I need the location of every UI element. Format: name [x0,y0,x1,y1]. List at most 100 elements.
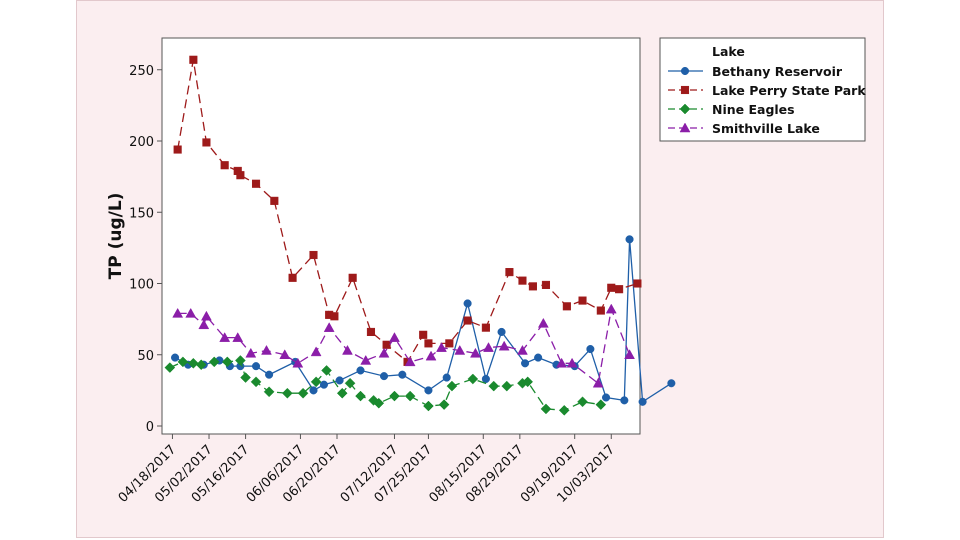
data-point [404,390,416,402]
data-point [423,400,434,412]
data-point [309,386,318,395]
data-point [442,373,451,382]
y-tick-label: 250 [129,64,154,79]
data-point [310,346,322,357]
data-point [470,347,481,358]
data-point [279,349,291,359]
data-point [323,322,335,332]
data-point [633,279,642,288]
data-point [534,353,543,362]
data-point [310,376,322,388]
data-point [251,362,261,371]
data-point [620,396,629,405]
x-axis: 04/18/201705/02/201705/16/201706/06/2017… [116,434,618,506]
data-point [578,296,587,305]
data-point [522,376,534,388]
y-tick-label: 200 [129,135,154,150]
data-point [501,380,513,392]
data-point [378,347,390,358]
data-point [195,359,207,371]
data-point [177,356,189,368]
data-point [556,357,568,368]
data-point [265,370,274,379]
y-tick-label: 100 [129,278,154,293]
data-point [481,374,490,384]
data-point [356,366,365,375]
data-point [615,285,624,294]
data-point [245,347,257,358]
data-point [483,342,494,352]
y-tick-label: 0 [146,420,154,435]
y-tick-label: 50 [137,349,154,364]
data-point [425,350,437,361]
data-point [200,310,212,321]
data-point [221,356,233,368]
data-point [488,380,500,392]
data-point [517,344,528,355]
data-point [219,332,231,342]
legend-label: Smithville Lake [712,121,820,136]
data-point [171,353,180,362]
data-point [198,319,210,330]
data-point [389,390,400,402]
data-point [592,377,604,388]
data-point [336,387,348,399]
data-point [481,323,490,332]
legend-label: Lake Perry State Park [712,83,866,98]
data-point [419,330,428,339]
data-point [518,276,527,285]
data-point [595,399,607,410]
data-point [382,340,391,349]
data-point [270,196,279,205]
data-point [505,268,514,277]
data-point [164,362,176,373]
data-point [330,312,339,321]
data-point [220,161,229,170]
data-point [566,357,578,368]
data-point [558,404,570,416]
data-point [601,393,611,402]
data-point [292,357,304,368]
data-point [562,302,571,311]
data-point [667,379,676,388]
data-point [521,359,530,368]
data-point [360,354,372,365]
data-point [309,250,318,260]
data-point [577,396,588,408]
y-tick-label: 150 [129,206,154,221]
series-layer [164,55,676,416]
legend: Lake Bethany Reservoir Lake Perry State P… [659,37,866,142]
data-point [185,307,197,318]
data-point [624,349,635,359]
data-point [607,283,616,292]
data-point [596,306,605,315]
legend-marker [679,103,691,115]
data-point [389,332,400,342]
data-point [189,55,198,64]
data-point [187,357,199,369]
data-point [321,365,332,376]
data-point [251,179,261,188]
data-point [348,273,357,282]
data-point [335,376,344,385]
series-bethany-reservoir [171,235,676,406]
y-axis: 0 50 100 150 200 250 [129,64,162,435]
data-point [537,317,549,328]
data-point [344,377,356,389]
legend-marker [680,85,690,95]
data-point [446,380,458,392]
data-point [436,342,447,352]
data-point [263,386,275,398]
data-point [282,387,293,399]
data-point [638,397,647,406]
data-point [424,339,433,348]
data-point [541,280,551,289]
data-point [625,235,634,244]
data-point [424,386,433,395]
data-point [398,370,407,379]
legend-label: Nine Eagles [712,102,795,117]
legend-marker [679,122,691,133]
data-point [497,327,506,337]
data-point [319,380,328,389]
